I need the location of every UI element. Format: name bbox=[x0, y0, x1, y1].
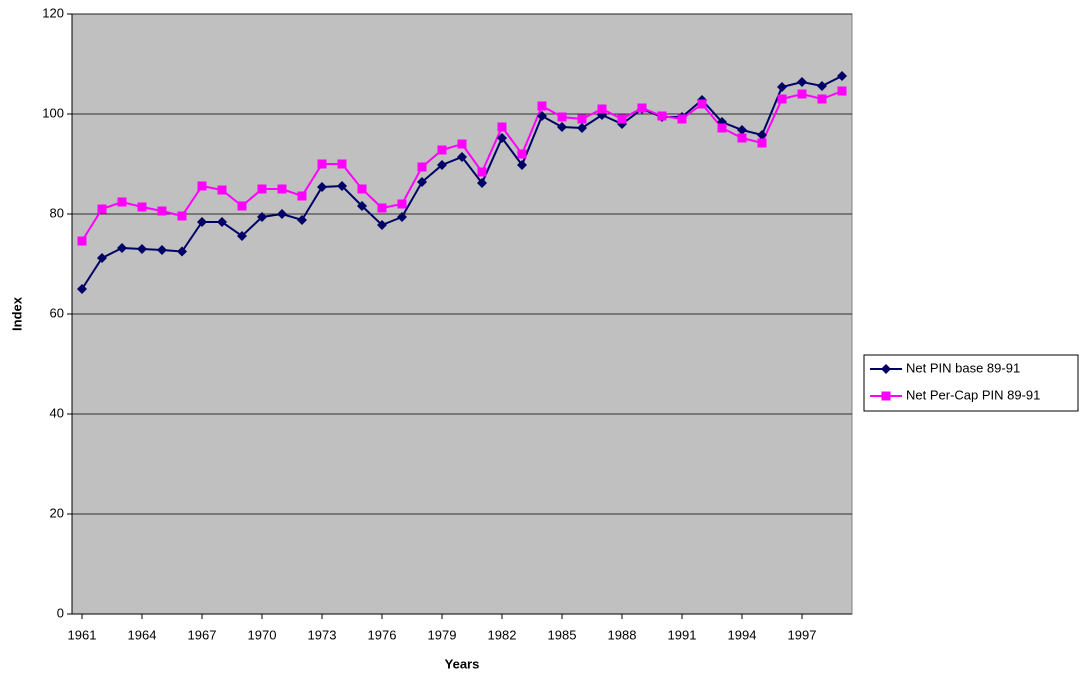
marker bbox=[777, 94, 787, 104]
x-axis-title: Years bbox=[445, 656, 480, 671]
y-tick-label: 40 bbox=[50, 405, 64, 420]
marker bbox=[297, 191, 307, 201]
marker bbox=[137, 202, 147, 212]
marker bbox=[77, 284, 87, 294]
marker bbox=[217, 217, 227, 227]
y-tick-label: 60 bbox=[50, 305, 64, 320]
marker bbox=[357, 184, 367, 194]
x-tick-label: 1967 bbox=[188, 627, 217, 642]
marker bbox=[797, 89, 807, 99]
marker bbox=[881, 364, 891, 374]
legend-label: Net PIN base 89-91 bbox=[906, 360, 1020, 375]
marker bbox=[557, 112, 567, 122]
y-tick-label: 0 bbox=[57, 605, 64, 620]
x-tick-label: 1964 bbox=[128, 627, 157, 642]
marker bbox=[217, 185, 227, 195]
marker bbox=[117, 197, 127, 207]
marker bbox=[257, 212, 267, 222]
marker bbox=[417, 177, 427, 187]
marker bbox=[277, 209, 287, 219]
marker bbox=[497, 122, 507, 132]
marker bbox=[157, 245, 167, 255]
marker bbox=[277, 184, 287, 194]
marker bbox=[357, 201, 367, 211]
marker bbox=[837, 71, 847, 81]
marker bbox=[417, 162, 427, 172]
x-tick-label: 1994 bbox=[728, 627, 757, 642]
x-tick-label: 1973 bbox=[308, 627, 337, 642]
marker bbox=[197, 181, 207, 191]
marker bbox=[177, 246, 187, 257]
y-tick-label: 100 bbox=[42, 105, 64, 120]
x-tick-label: 1997 bbox=[788, 627, 817, 642]
marker bbox=[577, 123, 587, 133]
marker bbox=[777, 82, 787, 92]
marker bbox=[677, 114, 687, 124]
marker bbox=[797, 77, 807, 87]
x-tick-label: 1970 bbox=[248, 627, 277, 642]
marker bbox=[537, 101, 547, 111]
marker bbox=[737, 125, 747, 135]
marker bbox=[257, 184, 267, 194]
marker bbox=[377, 220, 387, 230]
marker bbox=[657, 111, 667, 121]
marker bbox=[317, 159, 327, 169]
marker bbox=[497, 133, 507, 143]
marker bbox=[377, 203, 387, 213]
marker bbox=[697, 99, 707, 109]
marker bbox=[557, 122, 567, 132]
x-tick-label: 1991 bbox=[668, 627, 697, 642]
marker bbox=[177, 211, 187, 221]
marker bbox=[817, 94, 827, 104]
marker bbox=[397, 199, 407, 209]
marker bbox=[517, 160, 527, 170]
marker bbox=[237, 231, 247, 241]
marker bbox=[537, 111, 547, 121]
marker bbox=[437, 160, 447, 170]
marker bbox=[197, 217, 207, 227]
marker bbox=[597, 104, 607, 114]
marker bbox=[237, 201, 247, 211]
marker bbox=[817, 81, 827, 91]
marker bbox=[97, 204, 107, 214]
marker bbox=[837, 86, 847, 96]
marker bbox=[457, 152, 467, 162]
marker bbox=[477, 167, 487, 177]
marker bbox=[637, 103, 647, 113]
marker bbox=[737, 133, 747, 143]
x-tick-label: 1982 bbox=[488, 627, 517, 642]
y-tick-label: 20 bbox=[50, 505, 64, 520]
marker bbox=[317, 182, 327, 192]
x-tick-label: 1976 bbox=[368, 627, 397, 642]
x-tick-label: 1979 bbox=[428, 627, 457, 642]
x-tick-label: 1961 bbox=[68, 627, 97, 642]
marker bbox=[337, 159, 347, 169]
marker bbox=[577, 114, 587, 124]
marker bbox=[881, 391, 891, 401]
marker bbox=[157, 206, 167, 216]
marker bbox=[117, 243, 127, 253]
legend-label: Net Per-Cap PIN 89-91 bbox=[906, 387, 1040, 402]
marker bbox=[757, 130, 767, 140]
marker bbox=[337, 181, 347, 191]
marker bbox=[437, 145, 447, 155]
x-tick-label: 1985 bbox=[548, 627, 577, 642]
marker bbox=[517, 149, 527, 159]
marker bbox=[477, 178, 487, 188]
marker bbox=[137, 244, 147, 254]
marker bbox=[97, 253, 107, 263]
y-tick-label: 120 bbox=[42, 5, 64, 20]
y-tick-label: 80 bbox=[50, 205, 64, 220]
marker bbox=[457, 139, 467, 149]
marker bbox=[717, 123, 727, 133]
x-tick-label: 1988 bbox=[608, 627, 637, 642]
legend-box bbox=[863, 354, 1079, 412]
marker bbox=[297, 215, 307, 225]
marker bbox=[617, 114, 627, 124]
marker bbox=[757, 138, 767, 148]
y-axis-title: Index bbox=[9, 296, 24, 331]
marker bbox=[397, 212, 407, 222]
marker bbox=[77, 236, 87, 246]
